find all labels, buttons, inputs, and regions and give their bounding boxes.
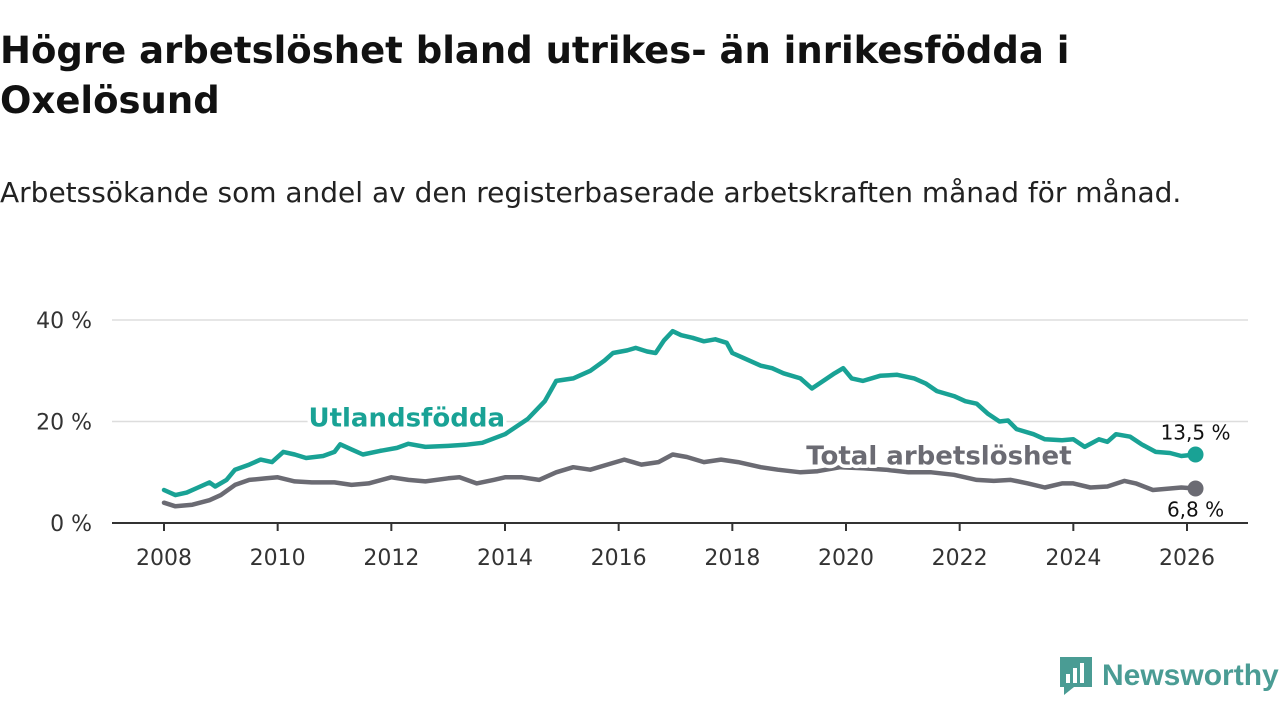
newsworthy-brand: Newsworthy xyxy=(1058,654,1279,698)
x-tick-label: 2012 xyxy=(363,546,419,571)
y-tick-label: 0 % xyxy=(50,512,92,537)
series-label-layer: 13,5 % 6,8 % Utlandsfödda Total arbetslöshe… xyxy=(305,400,1231,521)
grid-layer: 0 % 20 % 40 % xyxy=(36,309,1248,537)
page-title: Högre arbetslöshet bland utrikes- än inr… xyxy=(0,29,1070,122)
x-tick-label: 2022 xyxy=(932,546,988,571)
series-end-label: 13,5 % xyxy=(1161,420,1231,444)
brand-name: Newsworthy xyxy=(1102,659,1279,692)
series-end-point xyxy=(1187,446,1204,463)
y-tick-label: 40 % xyxy=(36,309,92,334)
x-tick-label: 2016 xyxy=(591,546,647,571)
series-label-utlandsfodda: Utlandsfödda xyxy=(308,404,505,434)
series-layer xyxy=(161,328,1204,509)
x-tick-label: 2024 xyxy=(1045,546,1101,571)
line-chart: 0 % 20 % 40 % 2008 2010 2012 2014 2016 2018 2020… xyxy=(36,309,1248,571)
series-label-total: Total arbetslöshet xyxy=(806,442,1071,472)
x-tick-label: 2026 xyxy=(1159,546,1215,571)
newsworthy-logo-icon xyxy=(1060,657,1092,695)
page-subtitle: Arbetssökande som andel av den registerb… xyxy=(0,176,1182,209)
x-axis: 2008 2010 2012 2014 2016 2018 2020 2022 2024 2026 xyxy=(112,522,1248,571)
x-tick-label: 2014 xyxy=(477,546,533,571)
series-line-utlandsfodda xyxy=(161,328,1198,498)
y-tick-label: 20 % xyxy=(36,411,92,436)
series-end-point xyxy=(1187,480,1204,497)
x-tick-label: 2020 xyxy=(818,546,874,571)
series-line-total xyxy=(161,452,1198,509)
x-tick-label: 2008 xyxy=(136,546,192,571)
series-end-label: 6,8 % xyxy=(1167,497,1224,521)
x-tick-label: 2018 xyxy=(704,546,760,571)
x-tick-label: 2010 xyxy=(250,546,306,571)
